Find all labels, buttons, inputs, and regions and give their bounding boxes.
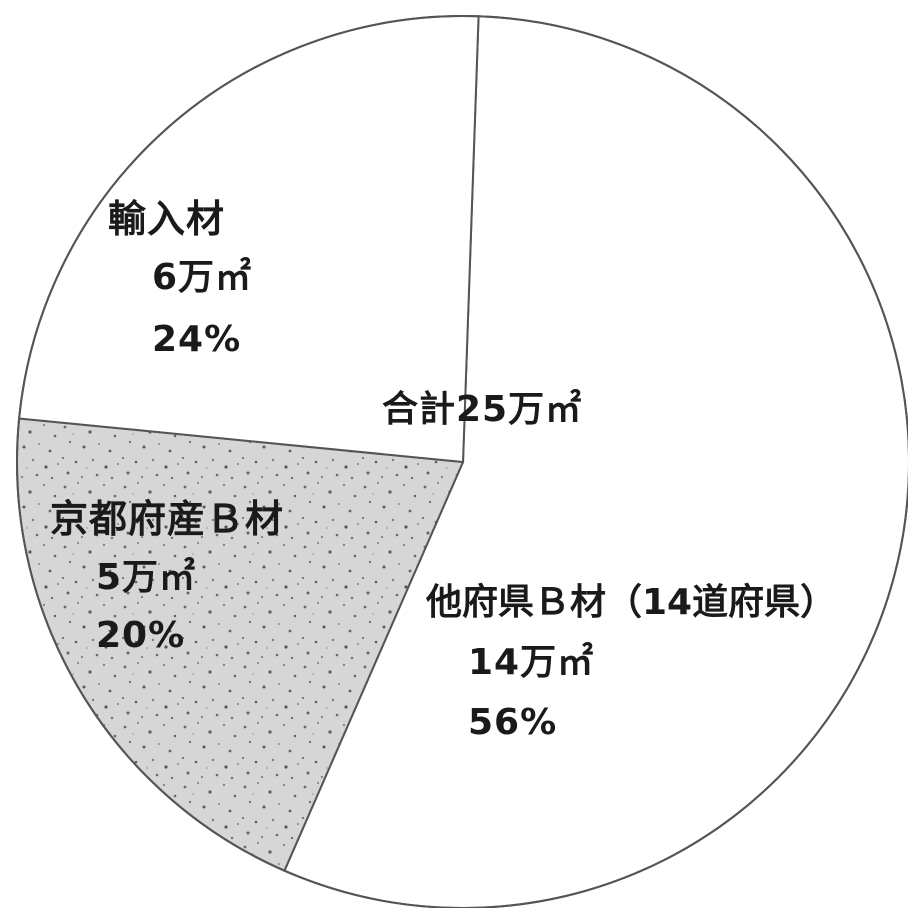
slice-value-imported: 6万㎡ — [152, 257, 253, 298]
slice-label-imported: 輸入材 — [108, 197, 226, 241]
slice-label-other-prefectures: 他府県Ｂ材（14道府県） — [426, 582, 837, 623]
slice-percent-kyoto: 20% — [96, 615, 186, 656]
pie-total-label: 合計25万㎡ — [382, 389, 583, 430]
pie-slices — [16, 15, 908, 908]
slice-label-kyoto: 京都府産Ｂ材 — [50, 497, 285, 541]
slice-value-kyoto: 5万㎡ — [96, 557, 197, 598]
slice-value-other-prefectures: 14万㎡ — [468, 642, 595, 683]
slice-percent-imported: 24% — [152, 319, 242, 360]
pie-outline — [16, 15, 908, 908]
slice-percent-other-prefectures: 56% — [468, 702, 558, 743]
